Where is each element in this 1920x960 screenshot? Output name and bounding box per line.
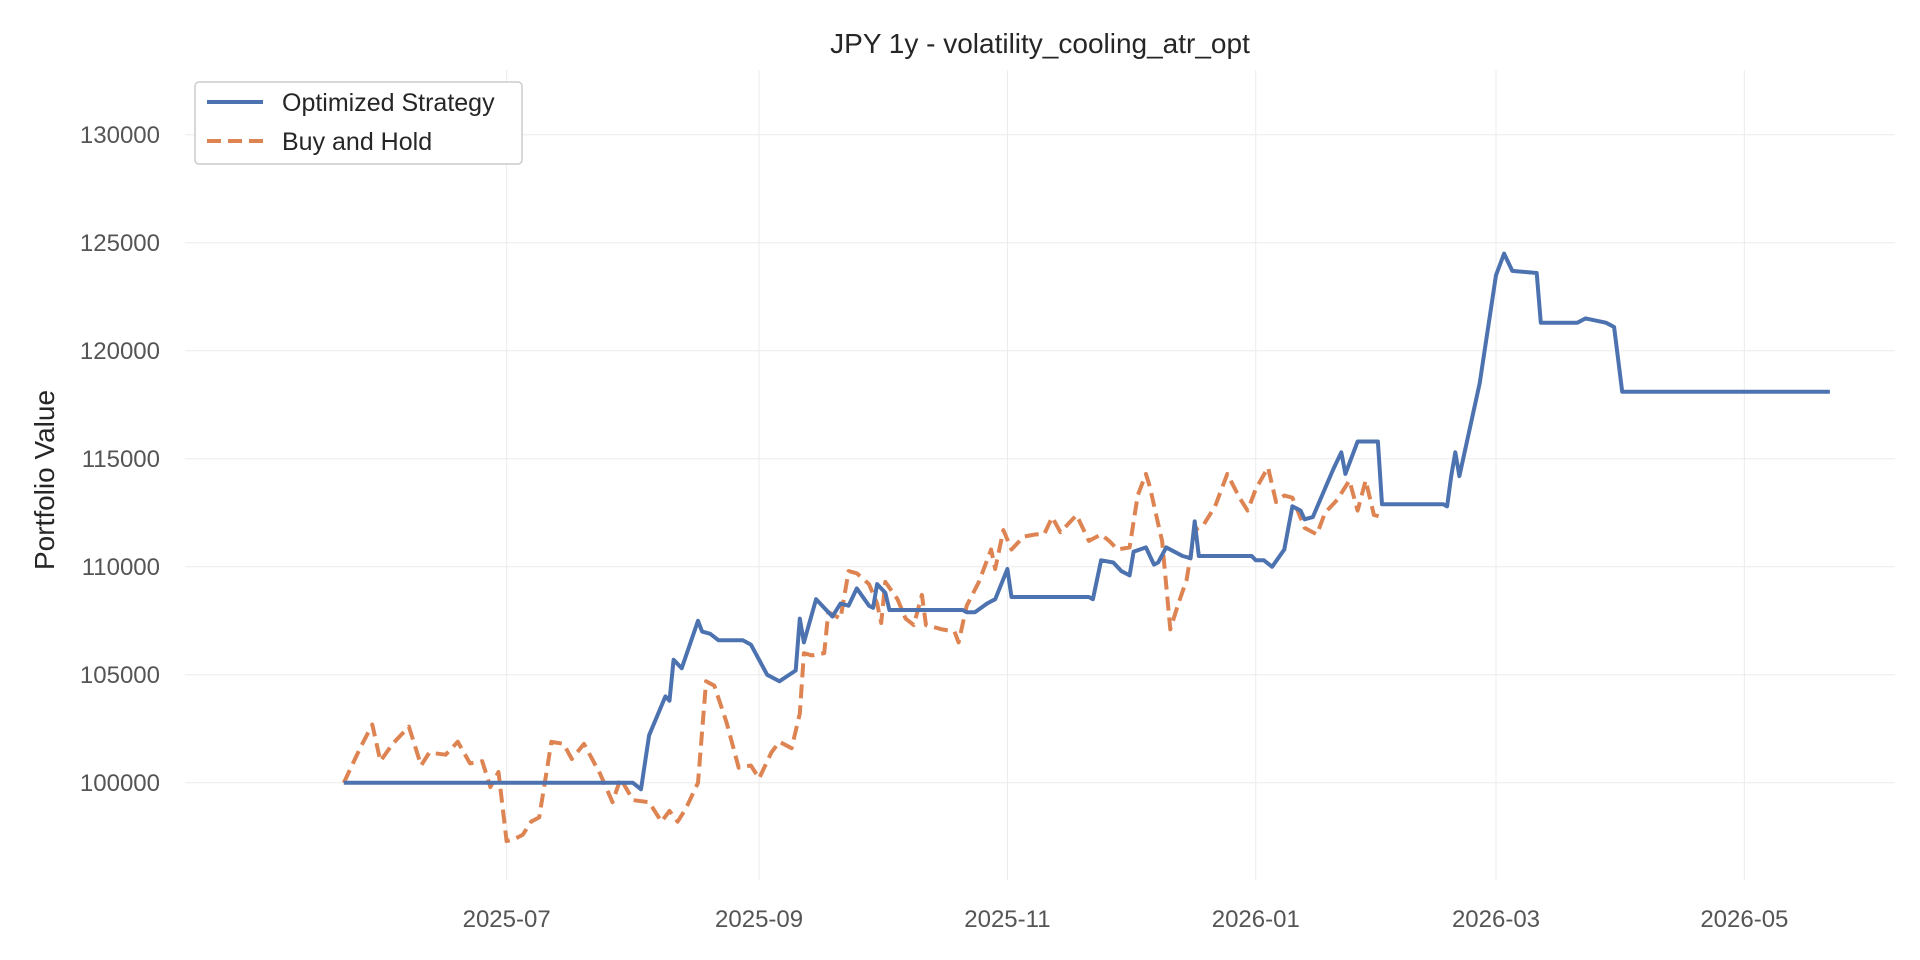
x-tick-label: 2026-01 [1212, 906, 1300, 933]
y-tick-label: 125000 [80, 230, 160, 257]
chart-title: JPY 1y - volatility_cooling_atr_opt [830, 28, 1250, 59]
y-tick-label: 110000 [82, 554, 160, 581]
x-tick-label: 2025-09 [715, 906, 803, 933]
legend: Optimized Strategy Buy and Hold [194, 81, 523, 165]
y-tick-label: 105000 [80, 662, 160, 689]
x-tick-label: 2025-07 [463, 906, 551, 933]
x-axis: 2025-07 2025-09 2025-11 2026-01 2026-03 2026-… [463, 906, 1789, 933]
legend-label-buy-and-hold: Buy and Hold [282, 128, 432, 156]
y-tick-label: 130000 [80, 122, 160, 149]
y-axis-label: Portfolio Value [29, 390, 60, 570]
series-line-optimized-strategy [343, 251, 1830, 792]
series-layer [341, 251, 1830, 844]
grid [185, 70, 1895, 880]
x-tick-label: 2025-11 [964, 906, 1050, 933]
legend-label-optimized-strategy: Optimized Strategy [282, 89, 495, 117]
series-line-buy-and-hold [341, 465, 1383, 844]
y-tick-label: 120000 [80, 338, 160, 365]
x-tick-label: 2026-03 [1452, 906, 1540, 933]
legend-box [194, 81, 523, 165]
x-tick-label: 2026-05 [1700, 906, 1788, 933]
y-axis: 100000 105000 110000 115000 120000 125000 1300… [80, 122, 160, 797]
y-tick-label: 115000 [82, 446, 160, 473]
y-tick-label: 100000 [80, 770, 160, 797]
